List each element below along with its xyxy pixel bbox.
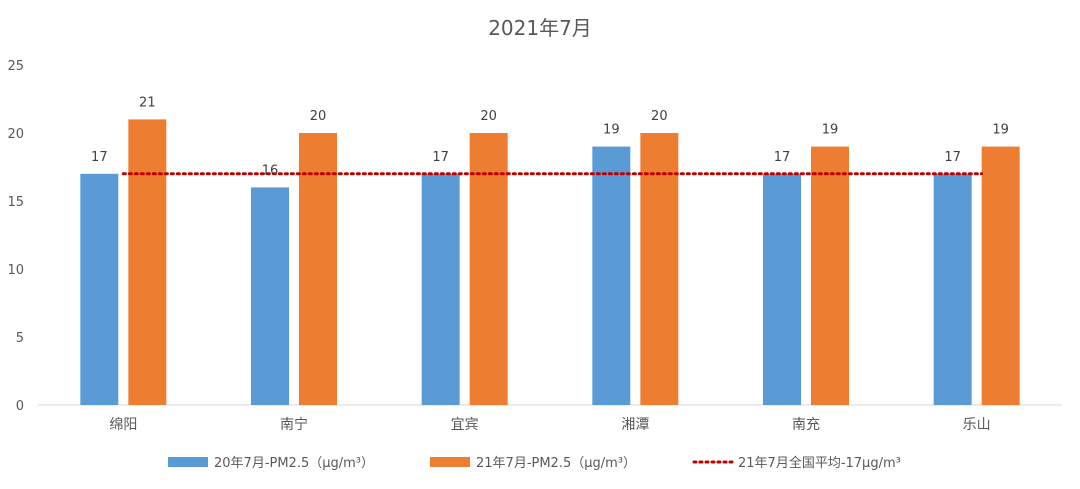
bars-group bbox=[80, 119, 1020, 406]
x-tick-label: 乐山 bbox=[963, 417, 991, 433]
bar bbox=[640, 133, 679, 405]
bar bbox=[469, 133, 508, 405]
bar bbox=[299, 133, 337, 405]
legend-swatch bbox=[430, 457, 470, 467]
legend: 20年7月-PM2.5（μg/m³） 21年7月-PM2.5（μg/m³） 21年7… bbox=[168, 455, 901, 471]
data-label: 19 bbox=[603, 123, 620, 138]
y-tick-label: 10 bbox=[7, 263, 24, 278]
bar bbox=[811, 146, 849, 405]
data-label: 17 bbox=[91, 150, 108, 165]
bar bbox=[592, 146, 631, 405]
y-tick-label: 15 bbox=[7, 195, 24, 210]
bar bbox=[763, 173, 801, 405]
x-tick-label: 湘潭 bbox=[621, 416, 649, 433]
bar bbox=[421, 173, 460, 405]
x-tick-label: 南宁 bbox=[280, 416, 308, 433]
data-label: 19 bbox=[992, 123, 1009, 138]
data-labels: 17 16 17 19 17 17 21 20 20 20 19 19 bbox=[91, 95, 1009, 178]
legend-label: 20年7月-PM2.5（μg/m³） bbox=[214, 456, 374, 471]
data-label: 16 bbox=[262, 163, 279, 178]
legend-label: 21年7月全国平均-17μg/m³ bbox=[738, 455, 901, 471]
y-axis: 0 5 10 15 20 25 bbox=[7, 59, 24, 414]
legend-swatch bbox=[168, 457, 208, 467]
x-axis: 绵阳 南宁 宜宾 湘潭 南充 乐山 bbox=[38, 404, 1062, 433]
y-tick-label: 0 bbox=[16, 399, 24, 414]
data-label: 20 bbox=[651, 109, 668, 124]
legend-label: 21年7月-PM2.5（μg/m³） bbox=[476, 456, 636, 471]
x-tick-label: 宜宾 bbox=[451, 417, 479, 433]
bar bbox=[981, 146, 1020, 405]
y-tick-label: 20 bbox=[7, 127, 24, 142]
data-label: 17 bbox=[432, 150, 449, 165]
data-label: 17 bbox=[774, 150, 791, 165]
y-tick-label: 25 bbox=[7, 59, 24, 74]
x-tick-label: 绵阳 bbox=[109, 416, 137, 433]
data-label: 20 bbox=[480, 109, 497, 124]
data-label: 21 bbox=[139, 95, 156, 110]
y-tick-label: 5 bbox=[16, 331, 24, 346]
data-label: 20 bbox=[310, 109, 327, 124]
bar bbox=[128, 119, 167, 406]
bar bbox=[933, 173, 972, 405]
chart-title: 2021年7月 bbox=[488, 16, 592, 40]
data-label: 17 bbox=[944, 150, 961, 165]
bar bbox=[251, 187, 289, 405]
data-label: 19 bbox=[822, 123, 839, 138]
bar bbox=[80, 173, 119, 405]
x-tick-label: 南充 bbox=[792, 417, 820, 433]
